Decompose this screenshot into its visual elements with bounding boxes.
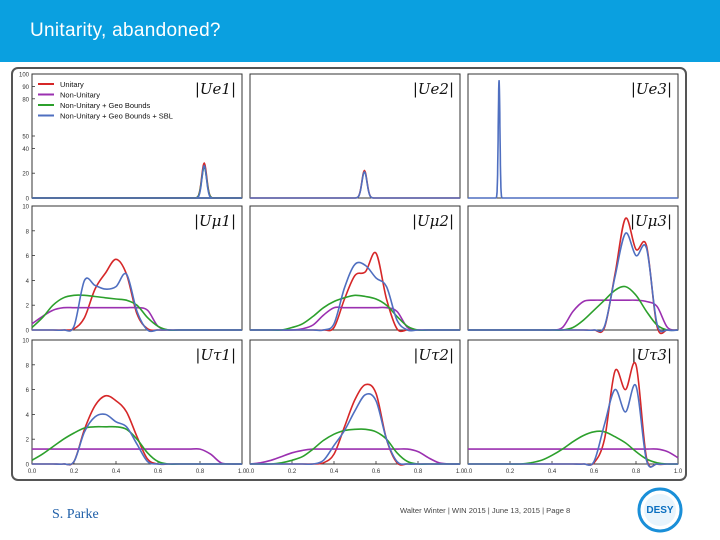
y-tick-label: 0 [26,463,30,469]
x-tick-label: 0.4 [548,469,557,475]
series-peak [32,164,242,199]
y-tick-label: 8 [26,229,30,235]
slide-title: Unitarity, abandoned? [30,20,221,41]
panel-label: |Uτ1| [195,346,236,364]
series-line [250,261,460,332]
y-tick-label: 20 [22,172,29,178]
y-tick-label: 6 [26,388,30,394]
x-tick-label: 0.0 [464,469,473,475]
y-tick-label: 80 [22,97,29,103]
x-tick-label: 0.0 [246,469,255,475]
x-tick-label: 1.0 [456,469,465,475]
series-line [31,413,242,466]
x-tick-label: 0.2 [506,469,515,475]
y-tick-label: 0 [26,197,30,203]
y-tick-label: 100 [19,73,30,79]
series-line [249,392,460,466]
x-tick-label: 1.0 [674,469,683,475]
y-tick-label: 10 [22,205,29,211]
panel-label: |Uτ3| [631,346,672,364]
footer-text: Walter Winter | WIN 2015 | June 13, 2015… [400,506,571,515]
title-bar: Unitarity, abandoned? [0,0,720,62]
panel-frame [249,205,461,331]
x-tick-label: 0.6 [154,469,163,475]
desy-logo: DESY [637,487,683,533]
series-line [32,272,242,333]
panel-label: |Uμ3| [630,212,672,230]
x-tick-label: 0.8 [632,469,641,475]
y-tick-label: 4 [26,413,30,419]
series-line [249,448,461,465]
panel-label: |Ue2| [413,80,454,98]
y-tick-label: 90 [22,85,29,91]
panel-frame [249,73,461,199]
panel-frame [467,205,679,331]
panel-frame [467,73,679,199]
x-tick-label: 0.6 [372,469,381,475]
x-tick-label: 0.8 [414,469,423,475]
y-tick-label: 6 [26,254,30,260]
x-tick-label: 0.2 [70,469,79,475]
legend-entry: Non-Unitary + Geo Bounds + SBL [60,112,173,121]
panel-frame [249,339,461,465]
legend-entry: Non-Unitary + Geo Bounds [60,101,151,110]
x-tick-label: 0.8 [196,469,205,475]
panel-label: |Uτ2| [413,346,454,364]
legend-entry: Unitary [60,80,84,89]
legend-entry: Non-Unitary [60,91,100,100]
desy-logo-text: DESY [646,505,674,516]
y-tick-label: 2 [26,438,30,444]
x-tick-label: 0.4 [112,469,121,475]
y-tick-label: 2 [26,304,30,310]
series-line [32,447,243,465]
x-tick-label: 1.0 [238,469,247,475]
series-line [467,383,678,468]
series-peak [250,170,460,199]
y-tick-label: 8 [26,363,30,369]
series-peak [468,80,678,199]
panel-label: |Uμ2| [412,212,454,230]
series-line [468,448,679,459]
panel-label: |Ue1| [195,80,236,98]
credit-text: S. Parke [52,507,99,522]
y-tick-label: 0 [26,329,30,335]
y-tick-label: 4 [26,279,30,285]
y-tick-label: 10 [22,339,29,345]
series-line [468,232,679,333]
x-tick-label: 0.6 [590,469,599,475]
x-tick-label: 0.0 [28,469,37,475]
x-tick-label: 0.2 [288,469,297,475]
y-tick-label: 50 [22,135,29,141]
panel-label: |Ue3| [631,80,672,98]
panel-label: |Uμ1| [194,212,236,230]
x-tick-label: 0.4 [330,469,339,475]
y-tick-label: 40 [22,147,29,153]
